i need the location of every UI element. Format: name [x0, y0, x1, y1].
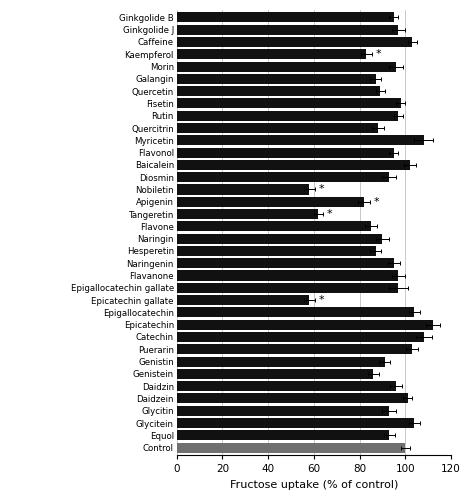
Bar — [177, 394, 408, 404]
Bar — [177, 196, 364, 207]
Bar — [177, 12, 394, 22]
Bar — [177, 98, 401, 108]
Bar — [177, 86, 380, 96]
Bar — [177, 320, 433, 330]
Bar — [177, 356, 385, 366]
Bar — [177, 308, 414, 318]
Text: *: * — [319, 295, 324, 305]
Bar — [177, 222, 371, 232]
Bar — [177, 270, 399, 280]
Bar — [177, 110, 399, 121]
Bar — [177, 381, 396, 391]
Bar — [177, 148, 394, 158]
Bar — [177, 49, 366, 59]
Bar — [177, 406, 389, 416]
Bar — [177, 430, 389, 440]
X-axis label: Fructose uptake (% of control): Fructose uptake (% of control) — [230, 480, 398, 490]
Bar — [177, 246, 376, 256]
Bar — [177, 258, 394, 268]
Bar — [177, 234, 382, 243]
Bar — [177, 442, 405, 452]
Text: *: * — [319, 184, 324, 194]
Bar — [177, 418, 414, 428]
Text: *: * — [376, 50, 381, 59]
Bar — [177, 209, 319, 219]
Bar — [177, 24, 399, 34]
Bar — [177, 369, 373, 379]
Bar — [177, 295, 309, 305]
Bar — [177, 283, 399, 293]
Bar — [177, 344, 412, 354]
Bar — [177, 62, 396, 72]
Bar — [177, 184, 309, 194]
Text: *: * — [326, 209, 332, 219]
Bar — [177, 123, 378, 133]
Bar — [177, 172, 389, 182]
Bar — [177, 74, 376, 84]
Bar — [177, 136, 424, 145]
Bar — [177, 37, 412, 47]
Bar — [177, 332, 424, 342]
Bar — [177, 160, 410, 170]
Text: *: * — [373, 197, 379, 207]
